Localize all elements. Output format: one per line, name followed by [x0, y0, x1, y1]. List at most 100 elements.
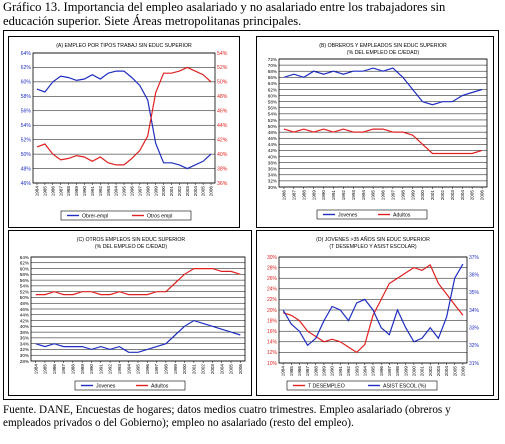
chart-c-ytick-left: 36% — [20, 336, 29, 341]
chart-d-xtick-label: 2006 — [461, 366, 466, 377]
chart-b-ytick-left: 30% — [268, 185, 277, 190]
chart-c-xtick-label: 1986 — [52, 364, 57, 375]
source-note: Fuente. DANE, Encuestas de hogares; dato… — [3, 404, 503, 430]
chart-b-legend-label-1: Jovenes — [338, 213, 358, 219]
chart-b-ytick-left: 70% — [268, 63, 277, 68]
chart-a-xtick-label: 1991 — [90, 186, 95, 197]
chart-d-ytick-left: 24% — [267, 287, 278, 293]
chart-a-ytick-right: 44% — [217, 123, 228, 129]
chart-d-ytick-right: 35% — [469, 290, 480, 296]
chart-c-ytick-left: 64% — [20, 255, 29, 260]
chart-b-title: (B) OBREROS Y EMPLEADOS SIN EDUC SUPERIO… — [319, 43, 447, 49]
chart-d-xtick-label: 1991 — [338, 366, 343, 377]
chart-c-xtick-label: 1994 — [126, 364, 131, 375]
chart-b-xtick-label: 1994 — [361, 190, 366, 201]
chart-b-xtick-label: 1996 — [381, 190, 386, 201]
chart-c-ytick-left: 46% — [20, 307, 29, 312]
chart-b-xtick-label: 1999 — [410, 190, 415, 201]
chart-b-ytick-left: 56% — [268, 106, 277, 111]
chart-d-title: (D) JOVENES >35 AÑOS SIN EDUC SUPERIOR — [316, 236, 430, 243]
chart-b-xtick-label: 1991 — [331, 190, 336, 201]
chart-a-ytick-left: 54% — [21, 123, 32, 129]
chart-d-xtick-label: 1990 — [330, 366, 335, 377]
chart-b-ytick-left: 32% — [268, 179, 277, 184]
chart-b-xtick-label: 1990 — [321, 190, 326, 201]
chart-c-ytick-left: 54% — [20, 284, 29, 289]
caption-line-1: Gráfico 13. Importancia del empleo asala… — [3, 0, 446, 14]
chart-a-legend — [60, 210, 192, 221]
chart-a-xtick-label: 2001 — [169, 186, 174, 197]
chart-b-series-line-1 — [283, 67, 483, 106]
chart-d-legend-label-2: ASIST ESCOL (%) — [383, 384, 427, 390]
chart-d-xtick-label: 1996 — [379, 366, 384, 377]
chart-d-xtick-label: 1993 — [354, 366, 359, 377]
chart-a-xtick-label: 1985 — [42, 186, 47, 197]
chart-a-xtick-label: 1987 — [58, 186, 63, 197]
chart-d-ytick-left: 16% — [267, 329, 278, 335]
chart-d-xtick-label: 1986 — [297, 366, 302, 377]
chart-a-ytick-right: 52% — [217, 65, 228, 71]
chart-c-xtick-label: 2002 — [201, 364, 206, 375]
chart-a-xtick-label: 1984 — [35, 186, 40, 197]
chart-b-xtick-label: 1992 — [341, 190, 346, 201]
chart-d-series-line-1 — [282, 264, 464, 354]
chart-d-xtick-label: 2000 — [411, 366, 416, 377]
chart-c-title: (C) OTROS EMPLEOS SIN EDUC SUPERIOR — [77, 237, 186, 243]
chart-d-ytick-right: 36% — [469, 272, 480, 278]
chart-c-xtick-label: 1990 — [89, 364, 94, 375]
chart-a-xtick-label: 2000 — [161, 186, 166, 197]
chart-d-xtick-label: 1987 — [305, 366, 310, 377]
caption-line-2: educación superior. Siete Áreas metropol… — [3, 14, 302, 28]
chart-a-xtick-label: 1986 — [50, 186, 55, 197]
chart-c-ytick-left: 42% — [20, 318, 29, 323]
chart-c-ytick-left: 40% — [20, 324, 29, 329]
chart-c-xtick-label: 2004 — [219, 364, 224, 375]
chart-d-ytick-right: 31% — [469, 361, 480, 367]
chart-c-xtick-label: 2001 — [191, 364, 196, 375]
chart-c-ytick-left: 58% — [20, 272, 29, 277]
chart-d-subtitle: (T DESEMPLEO Y ASIST ESCOLAR) — [329, 244, 417, 250]
chart-b-ytick-left: 40% — [268, 154, 277, 159]
chart-a-xtick-label: 1988 — [66, 186, 71, 197]
chart-b-xtick-label: 1986 — [282, 190, 287, 201]
chart-c-xtick-label: 1987 — [61, 364, 66, 375]
chart-d-legend-label-1: T DESEMPLEO — [308, 384, 345, 390]
chart-b-ytick-left: 54% — [268, 112, 277, 117]
chart-b-xtick-label: 2006 — [480, 190, 485, 201]
chart-d-ytick-right: 33% — [469, 325, 480, 331]
chart-c-xtick-label: 1997 — [154, 364, 159, 375]
source-line-2: empleados privados o del Gobierno); empl… — [3, 417, 354, 429]
chart-a-ytick-left: 58% — [21, 94, 32, 100]
chart-c-ytick-left: 48% — [20, 301, 29, 306]
chart-a-xtick-label: 1994 — [114, 186, 119, 197]
chart-a-ytick-left: 62% — [21, 65, 32, 71]
chart-b-xtick-label: 1995 — [371, 190, 376, 201]
chart-c-xtick-label: 2005 — [229, 364, 234, 375]
chart-a-ytick-left: 64% — [21, 51, 32, 57]
chart-panel-a: (A) EMPLEO POR TIPOS TRABAJ SIN EDUC SUP… — [8, 36, 240, 228]
chart-panel-b: (B) OBREROS Y EMPLEADOS SIN EDUC SUPERIO… — [256, 36, 494, 228]
chart-c-xtick-label: 2006 — [238, 364, 243, 375]
chart-c-ytick-left: 50% — [20, 295, 29, 300]
chart-c-xtick-label: 2003 — [210, 364, 215, 375]
chart-c-xtick-label: 1991 — [98, 364, 103, 375]
chart-d-xtick-label: 1999 — [403, 366, 408, 377]
chart-b-ytick-left: 38% — [268, 160, 277, 165]
chart-d-ytick-right: 34% — [469, 308, 480, 314]
chart-c-ytick-left: 52% — [20, 289, 29, 294]
chart-a-ytick-left: 56% — [21, 109, 32, 115]
chart-d-ytick-left: 10% — [267, 361, 278, 367]
chart-d-xtick-label: 1984 — [281, 366, 286, 377]
chart-b-series-line-2 — [283, 128, 483, 155]
chart-b-ytick-left: 68% — [268, 69, 277, 74]
chart-b-subtitle: (% DEL EMPLEO DE C/EDAD) — [347, 50, 419, 56]
chart-d-ytick-left: 30% — [267, 255, 278, 261]
chart-panel-c: (C) OTROS EMPLEOS SIN EDUC SUPERIOR (% DE… — [8, 230, 252, 396]
chart-c-xtick-label: 1999 — [173, 364, 178, 375]
chart-a-ytick-left: 46% — [21, 181, 32, 187]
chart-b-ytick-left: 72% — [268, 57, 277, 62]
chart-d-xtick-label: 2005 — [452, 366, 457, 377]
chart-b-ytick-left: 36% — [268, 167, 277, 172]
chart-c-legend-label-1: Jovenes — [96, 384, 116, 390]
chart-c-legend — [74, 380, 186, 391]
